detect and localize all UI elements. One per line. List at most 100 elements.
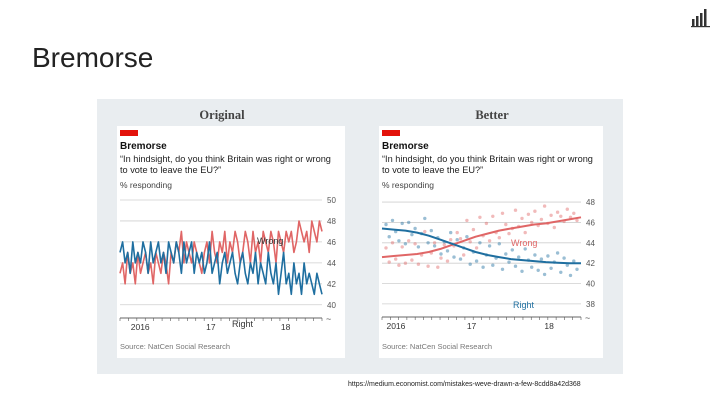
annotation-label: Right [513,300,535,310]
data-point-right [481,265,485,269]
accent-bar [382,130,400,136]
data-point-wrong [468,240,472,244]
data-point-right [572,259,576,263]
data-point-wrong [387,260,391,264]
data-point-wrong [513,208,518,212]
data-point-right [413,226,417,231]
data-point-right [458,257,463,261]
chart-original: 40 42 44 46 48 50 2016 17 18 ~ Wrong Right [119,196,336,332]
data-point-wrong [484,221,489,226]
comparison-figure: Original Bremorse “In hindsight, do you … [97,99,623,374]
panel-heading-original: Original [199,108,245,122]
data-point-right [387,235,391,239]
data-point-right [510,248,514,252]
data-point-wrong [458,237,463,241]
data-point-wrong [436,265,440,269]
data-point-wrong [526,212,531,216]
data-point-right [423,216,427,221]
data-point-wrong [559,214,563,218]
data-point-wrong [400,245,404,249]
x-tick-label: 18 [544,321,554,331]
data-point-wrong [478,215,482,219]
data-point-right [562,256,566,260]
chart-card-original: Bremorse “In hindsight, do you think Bri… [117,126,345,358]
chart-card-better: Bremorse “In hindsight, do you think Bri… [379,126,603,358]
data-point-wrong [542,204,547,208]
data-point-wrong [500,211,505,215]
data-point-wrong [390,241,395,245]
data-point-right [487,244,492,248]
data-point-right [478,241,482,245]
data-point-wrong [397,263,401,267]
data-point-right [410,232,414,237]
data-point-wrong [403,261,408,265]
data-point-wrong [507,231,511,236]
data-point-right [390,218,395,223]
data-point-wrong [520,216,524,221]
data-point-right [568,273,573,278]
x-tick-label: 17 [206,322,216,332]
data-point-wrong [426,264,430,268]
data-point-wrong [549,213,553,217]
data-point-wrong [413,242,417,246]
y-tick-label: 48 [586,198,595,207]
data-point-right [432,244,437,248]
data-point-right [397,239,401,243]
data-point-right [513,264,518,268]
y-tick-label: 38 [586,300,595,309]
data-point-right [439,252,443,256]
series-line-right [119,241,323,296]
series-line-wrong [119,220,323,285]
annotation-label: Right [232,319,254,329]
chart-subtitle: “In hindsight, do you think Britain was … [120,154,331,175]
data-point-right [565,263,569,267]
data-point-wrong [504,222,508,227]
y-tick-label: 46 [327,238,336,247]
citation-link[interactable]: https://medium.economist.com/mistakes-we… [348,381,581,388]
chart-source: Source: NatCen Social Research [382,342,493,351]
data-point-right [452,255,456,259]
data-point-right [468,262,472,266]
data-point-wrong [575,218,579,223]
data-point-right [500,267,505,271]
accent-bar [120,130,138,136]
data-point-wrong [439,256,443,260]
chart-unit: % responding [382,180,434,190]
annotation-label: Wrong [511,238,537,248]
annotation-label: Wrong [257,236,283,246]
x-tick-label: 18 [281,322,291,332]
data-point-right [536,268,540,272]
data-point-right [559,270,563,274]
data-point-wrong [487,239,492,243]
data-point-wrong [410,258,414,262]
data-point-wrong [416,262,421,266]
trend-line-wrong [381,216,582,259]
y-tick-label: 40 [586,280,595,289]
data-point-right [504,252,508,256]
data-point-wrong [384,246,388,250]
x-tick-label: 17 [467,321,477,331]
data-point-wrong [465,218,469,223]
data-point-right [400,221,404,226]
slide-title: Bremorse [32,42,154,73]
data-point-wrong [572,211,576,215]
y-tick-label: 44 [586,239,595,248]
chart-better: 38 40 42 44 46 48 2016 17 18 ~ Wrong Right [381,198,595,331]
chart-source: Source: NatCen Social Research [120,342,231,351]
data-point-right [533,253,537,257]
y-tick-label: 50 [327,196,336,205]
data-point-right [507,260,511,264]
data-point-wrong [445,259,450,263]
chart-title: Bremorse [382,141,429,152]
y-tick-label: 42 [586,259,595,268]
trend-line-right [381,227,581,265]
x-tick-label: 2016 [131,322,150,332]
data-point-right [465,235,469,239]
data-point-right [416,245,421,249]
data-point-wrong [523,230,527,235]
logo-icon [691,9,710,28]
y-tick-label: 48 [327,217,336,226]
data-point-right [549,266,553,270]
data-point-right [539,257,544,261]
y-tick-label: 44 [327,259,336,268]
